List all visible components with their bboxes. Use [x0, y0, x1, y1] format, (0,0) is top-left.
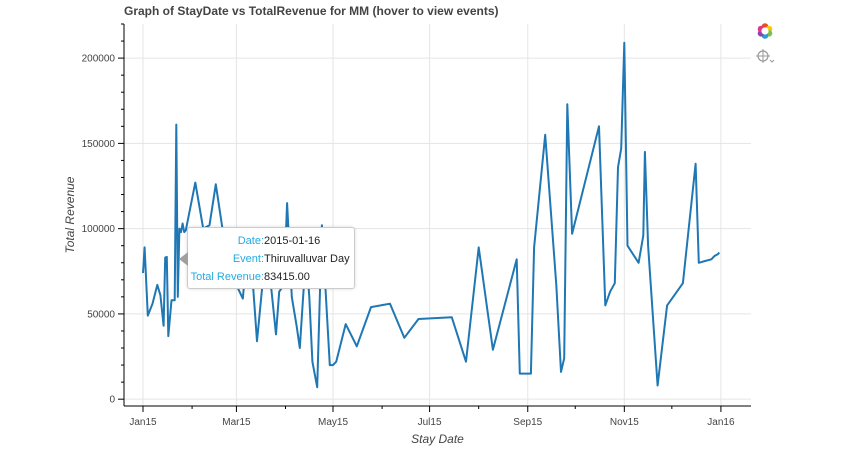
hover-tooltip: Date:2015-01-16 Event:Thiruvalluvar Day … — [179, 227, 355, 289]
bokeh-logo-icon[interactable] — [754, 20, 776, 42]
chart-title: Graph of StayDate vs TotalRevenue for MM… — [124, 4, 499, 18]
tooltip-date-value: 2015-01-16 — [264, 235, 321, 247]
hover-tool-icon[interactable] — [754, 46, 776, 68]
y-tick-label: 150000 — [82, 139, 116, 150]
tooltip-revenue-row: Total Revenue:83415.00 — [188, 268, 354, 286]
plot-area-background — [124, 24, 751, 406]
tooltip-revenue-value: 83415.00 — [264, 271, 310, 283]
x-tick-label: Jan16 — [707, 417, 735, 428]
y-tick-label: 50000 — [87, 309, 115, 320]
x-tick-label: Sep15 — [513, 417, 542, 428]
x-tick-label: Mar15 — [222, 417, 251, 428]
tooltip-event-value: Thiruvalluvar Day — [264, 253, 350, 265]
tooltip-event-key: Event: — [232, 253, 264, 265]
axes — [118, 23, 751, 412]
toolbar — [754, 20, 778, 72]
y-tick-label: 100000 — [82, 224, 116, 235]
series-line — [142, 41, 721, 389]
tooltip-revenue-key: Total Revenue: — [190, 271, 264, 283]
series-layer — [142, 41, 721, 389]
y-tick-label: 0 — [109, 395, 115, 406]
x-tick-label: Jan15 — [129, 417, 157, 428]
tooltip-date-key: Date: — [237, 235, 264, 247]
y-tick-label: 200000 — [82, 54, 116, 65]
x-tick-label: May15 — [318, 417, 348, 428]
gridlines — [124, 24, 751, 406]
tooltip-event-row: Event:Thiruvalluvar Day — [188, 250, 354, 268]
x-tick-label: Jul15 — [418, 417, 442, 428]
x-axis-label: Stay Date — [411, 432, 464, 446]
y-axis-label: Total Revenue — [63, 176, 77, 253]
labels-layer: 0 50000 100000 150000 200000 Jan15 Mar15 May15 J… — [63, 54, 735, 446]
x-tick-label: Nov15 — [610, 417, 639, 428]
tooltip-date-row: Date:2015-01-16 — [188, 232, 354, 250]
